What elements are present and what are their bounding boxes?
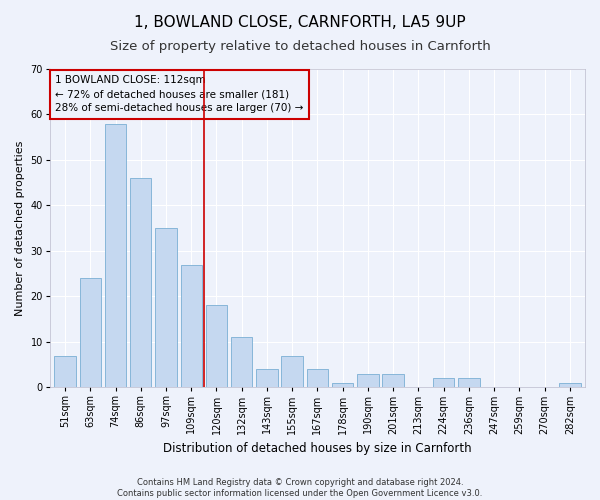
Bar xyxy=(357,374,379,388)
Bar xyxy=(281,356,303,388)
Bar xyxy=(231,338,253,388)
Bar xyxy=(559,383,581,388)
Bar xyxy=(382,374,404,388)
Bar xyxy=(433,378,454,388)
Bar xyxy=(256,369,278,388)
Bar xyxy=(80,278,101,388)
Bar xyxy=(181,264,202,388)
Bar xyxy=(206,306,227,388)
Text: Size of property relative to detached houses in Carnforth: Size of property relative to detached ho… xyxy=(110,40,490,53)
Bar xyxy=(54,356,76,388)
Text: 1 BOWLAND CLOSE: 112sqm
← 72% of detached houses are smaller (181)
28% of semi-d: 1 BOWLAND CLOSE: 112sqm ← 72% of detache… xyxy=(55,76,304,114)
Bar xyxy=(105,124,126,388)
Bar xyxy=(130,178,151,388)
Y-axis label: Number of detached properties: Number of detached properties xyxy=(15,140,25,316)
Bar xyxy=(458,378,479,388)
Text: 1, BOWLAND CLOSE, CARNFORTH, LA5 9UP: 1, BOWLAND CLOSE, CARNFORTH, LA5 9UP xyxy=(134,15,466,30)
X-axis label: Distribution of detached houses by size in Carnforth: Distribution of detached houses by size … xyxy=(163,442,472,455)
Text: Contains HM Land Registry data © Crown copyright and database right 2024.
Contai: Contains HM Land Registry data © Crown c… xyxy=(118,478,482,498)
Bar xyxy=(332,383,353,388)
Bar xyxy=(155,228,177,388)
Bar xyxy=(307,369,328,388)
